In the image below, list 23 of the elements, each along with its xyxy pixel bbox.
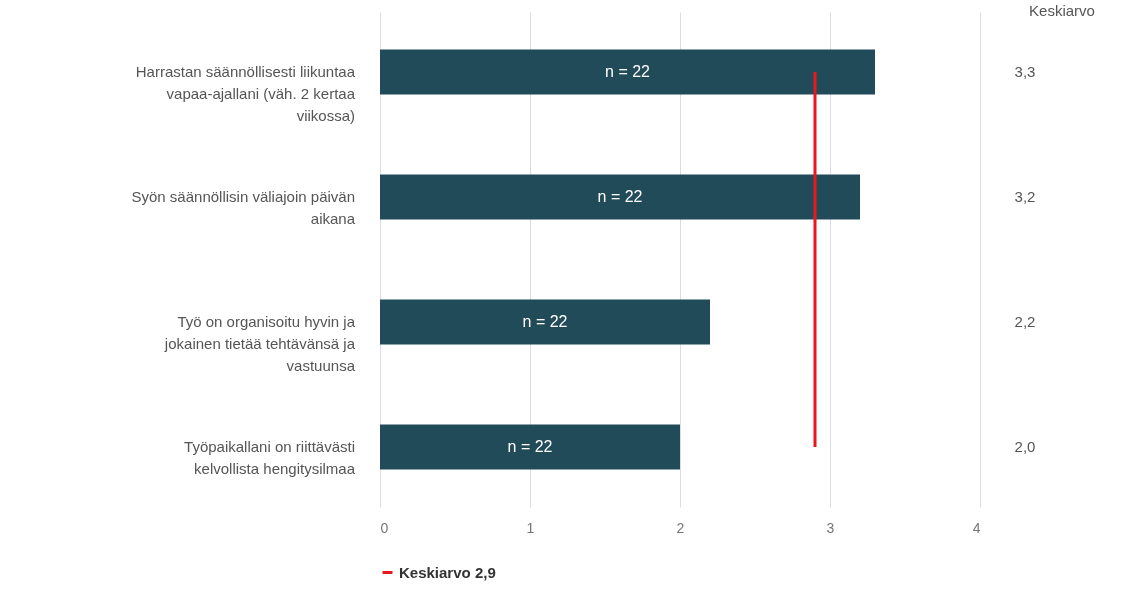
data-label: 2,0 — [1014, 438, 1036, 455]
data-label: 2,2 — [1014, 313, 1036, 330]
annotation: n = 22 — [522, 313, 568, 330]
bar — [380, 174, 860, 220]
data-label: 3,2 — [1014, 188, 1036, 205]
text: Keskiarvo — [1029, 2, 1095, 19]
annotation: n = 22 — [605, 63, 651, 80]
y-tick-label: Syön säännöllisin väliajoin päivän aikana — [131, 188, 356, 227]
annotation: n = 22 — [597, 188, 643, 205]
data-label: 3,3 — [1014, 63, 1036, 80]
y-tick-label: Työ on organisoitu hyvin ja jokainen tietää tehtävänsä ja vastuunsa — [163, 313, 356, 374]
y-tick-label: Harrastan säännöllisesti liikuntaa vapaa-ajallani (väh. 2 kertaa viikossa) — [135, 63, 356, 124]
bar — [380, 424, 680, 470]
x-tick-label: 2 — [676, 519, 685, 536]
legend-label: Keskiarvo 2,9 — [399, 563, 496, 581]
y-tick-label: Työpaikallani on riittävästi kelvollista hengitysilmaa — [184, 438, 356, 477]
x-tick-label: 0 — [380, 519, 389, 536]
bar — [380, 299, 710, 345]
x-tick-label: 3 — [826, 519, 835, 536]
x-tick-label: 1 — [526, 519, 535, 536]
annotation: n = 22 — [507, 438, 553, 455]
x-tick-label: 4 — [972, 519, 981, 536]
bar — [380, 49, 875, 95]
